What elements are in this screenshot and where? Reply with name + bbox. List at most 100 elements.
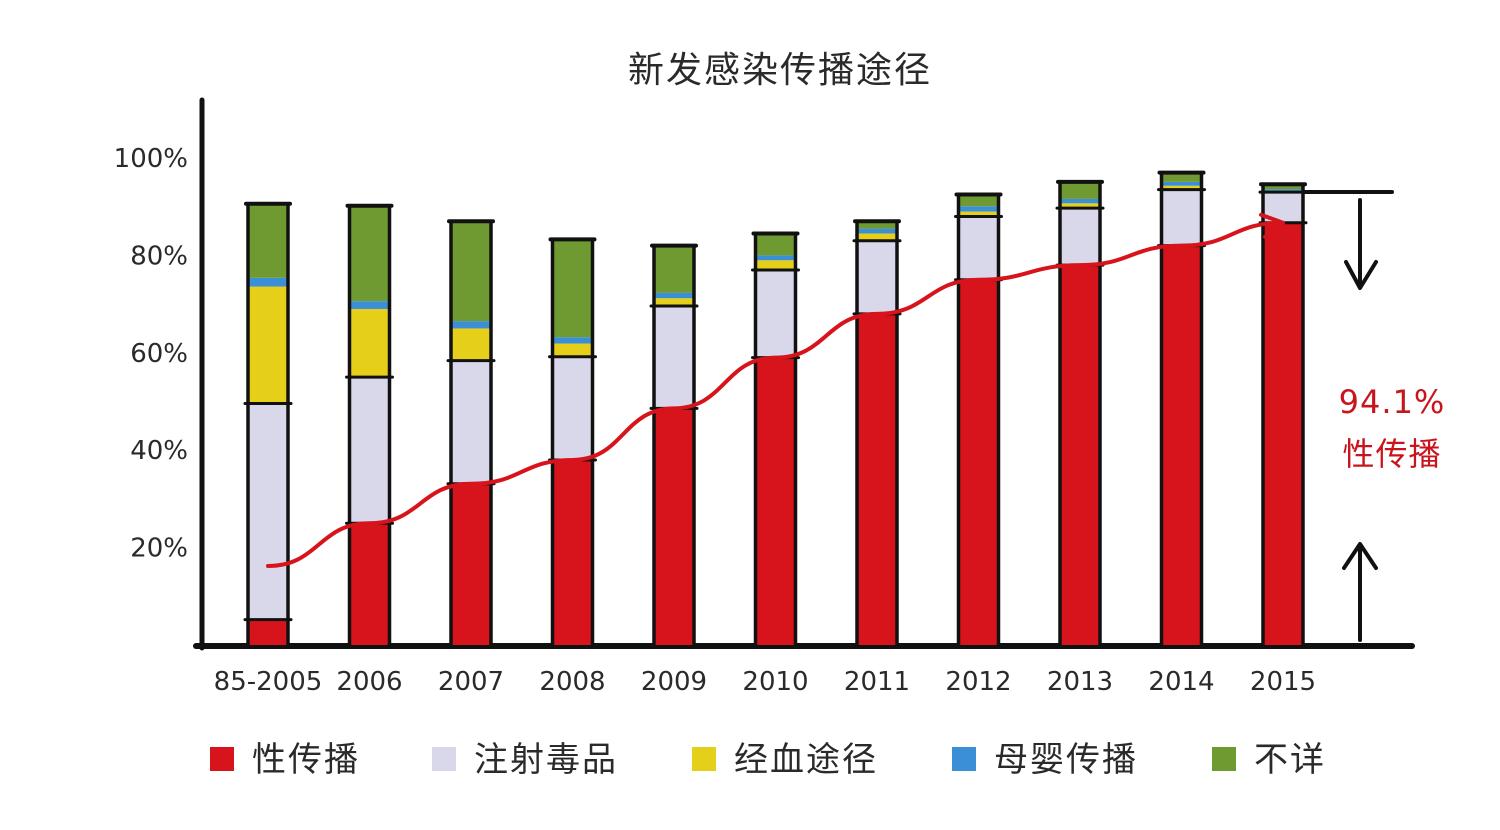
x-tick-label: 2006 (336, 667, 402, 697)
bar-segment (349, 301, 390, 309)
bar-segment (248, 403, 288, 620)
bar-segment (857, 240, 897, 314)
bar-segment (349, 205, 390, 302)
legend-label: 经血途径 (734, 740, 878, 780)
bar-segment (857, 228, 897, 234)
bar-stack (243, 201, 293, 645)
y-tick-label: 60% (130, 339, 188, 369)
bar-segment (248, 277, 288, 287)
bar-segment (958, 206, 999, 212)
x-tick-label: 2012 (945, 667, 1011, 697)
bar-segment (552, 459, 593, 645)
bar-stack (1258, 182, 1308, 645)
bar-stack (751, 231, 800, 645)
down-arrow-icon (1344, 260, 1378, 290)
y-tick-label: 100% (114, 144, 188, 174)
bar-segment (349, 523, 390, 645)
bar-segment (552, 337, 593, 344)
legend: 性传播 注射毒品 经血途径 母婴传播 不详 (210, 740, 1326, 780)
bar-segment (1060, 198, 1100, 204)
y-tick-label: 20% (130, 534, 188, 564)
x-tick-label: 2007 (438, 667, 504, 697)
bar-segment (857, 221, 897, 229)
bar-segment (755, 255, 796, 261)
x-tick-label: 2015 (1250, 667, 1316, 697)
bar-segment (451, 483, 491, 645)
bar-segment (857, 233, 897, 241)
bar-segment (248, 619, 288, 645)
bar-stack (852, 219, 902, 645)
bar-segment (1060, 208, 1100, 266)
bar-segment (1161, 181, 1202, 186)
bar-stack (649, 243, 699, 645)
legend-swatch (952, 747, 976, 771)
bar-segment (755, 270, 796, 358)
bar-stack (446, 219, 496, 645)
bar-stack (954, 192, 1003, 645)
bar-segment (248, 203, 288, 278)
bar-segment (1263, 189, 1303, 191)
bar-segment (349, 308, 390, 378)
bar-segment (451, 360, 491, 484)
trend-line (266, 220, 1285, 568)
legend-swatch (692, 747, 716, 771)
bar-segment (958, 216, 999, 280)
bar-segment (552, 356, 593, 460)
bar-segment (552, 343, 593, 357)
bar-segment (958, 211, 999, 217)
bar-segment (1060, 265, 1100, 645)
bar-stack (345, 203, 394, 645)
x-tick-label: 2011 (844, 667, 910, 697)
up-arrow-icon (1342, 542, 1378, 570)
bar-segment (1060, 181, 1100, 199)
chart-title: 新发感染传播途径 (628, 50, 932, 91)
y-tick-label: 40% (130, 436, 188, 466)
bar-stack (548, 237, 597, 645)
bar-segment (1060, 203, 1100, 209)
x-tick-label: 2008 (539, 667, 605, 697)
trend-arrowhead (1259, 212, 1285, 239)
bar-segment (1161, 172, 1202, 182)
x-tick-label: 85-2005 (214, 667, 323, 697)
bars (243, 170, 1308, 645)
annotation-value: 94.1% (1339, 383, 1446, 421)
bar-segment (1263, 222, 1303, 645)
legend-swatch (210, 747, 234, 771)
bar-segment (451, 221, 491, 322)
x-axis-ticks: 85-2005 2006 2007 2008 2009 2010 2011 2012 2013 2… (214, 667, 1316, 697)
annotation-label: 性传播 (1342, 435, 1441, 473)
bar-segment (552, 239, 593, 338)
legend-label: 不详 (1254, 740, 1326, 780)
x-tick-label: 2013 (1047, 667, 1113, 697)
x-tick-label: 2014 (1148, 667, 1214, 697)
bar-segment (1263, 184, 1303, 190)
trend-line-group (266, 212, 1285, 568)
bar-segment (654, 298, 694, 307)
bar-segment (958, 194, 999, 207)
legend-swatch (1212, 747, 1236, 771)
annotation-group: 94.1% 性传播 (1301, 190, 1446, 642)
bar-segment (654, 306, 694, 409)
legend-label: 注射毒品 (474, 740, 618, 780)
bar-segment (1161, 189, 1202, 246)
legend-label: 母婴传播 (994, 740, 1138, 780)
bar-segment (857, 313, 897, 645)
bar-segment (958, 279, 999, 645)
legend-swatch (432, 747, 456, 771)
bar-segment (349, 377, 390, 524)
bar-segment (1161, 245, 1202, 645)
axes (193, 97, 1415, 651)
bar-segment (755, 260, 796, 271)
bar-segment (451, 321, 491, 329)
bar-segment (451, 328, 491, 361)
y-tick-label: 80% (130, 241, 188, 271)
bar-segment (654, 408, 694, 645)
bar-segment (755, 357, 796, 645)
x-tick-label: 2009 (641, 667, 707, 697)
legend-label: 性传播 (252, 740, 360, 780)
bar-segment (755, 233, 796, 256)
bar-segment (1161, 185, 1202, 190)
bar-segment (248, 286, 288, 404)
bar-segment (654, 292, 694, 299)
bar-stack (1055, 179, 1105, 645)
